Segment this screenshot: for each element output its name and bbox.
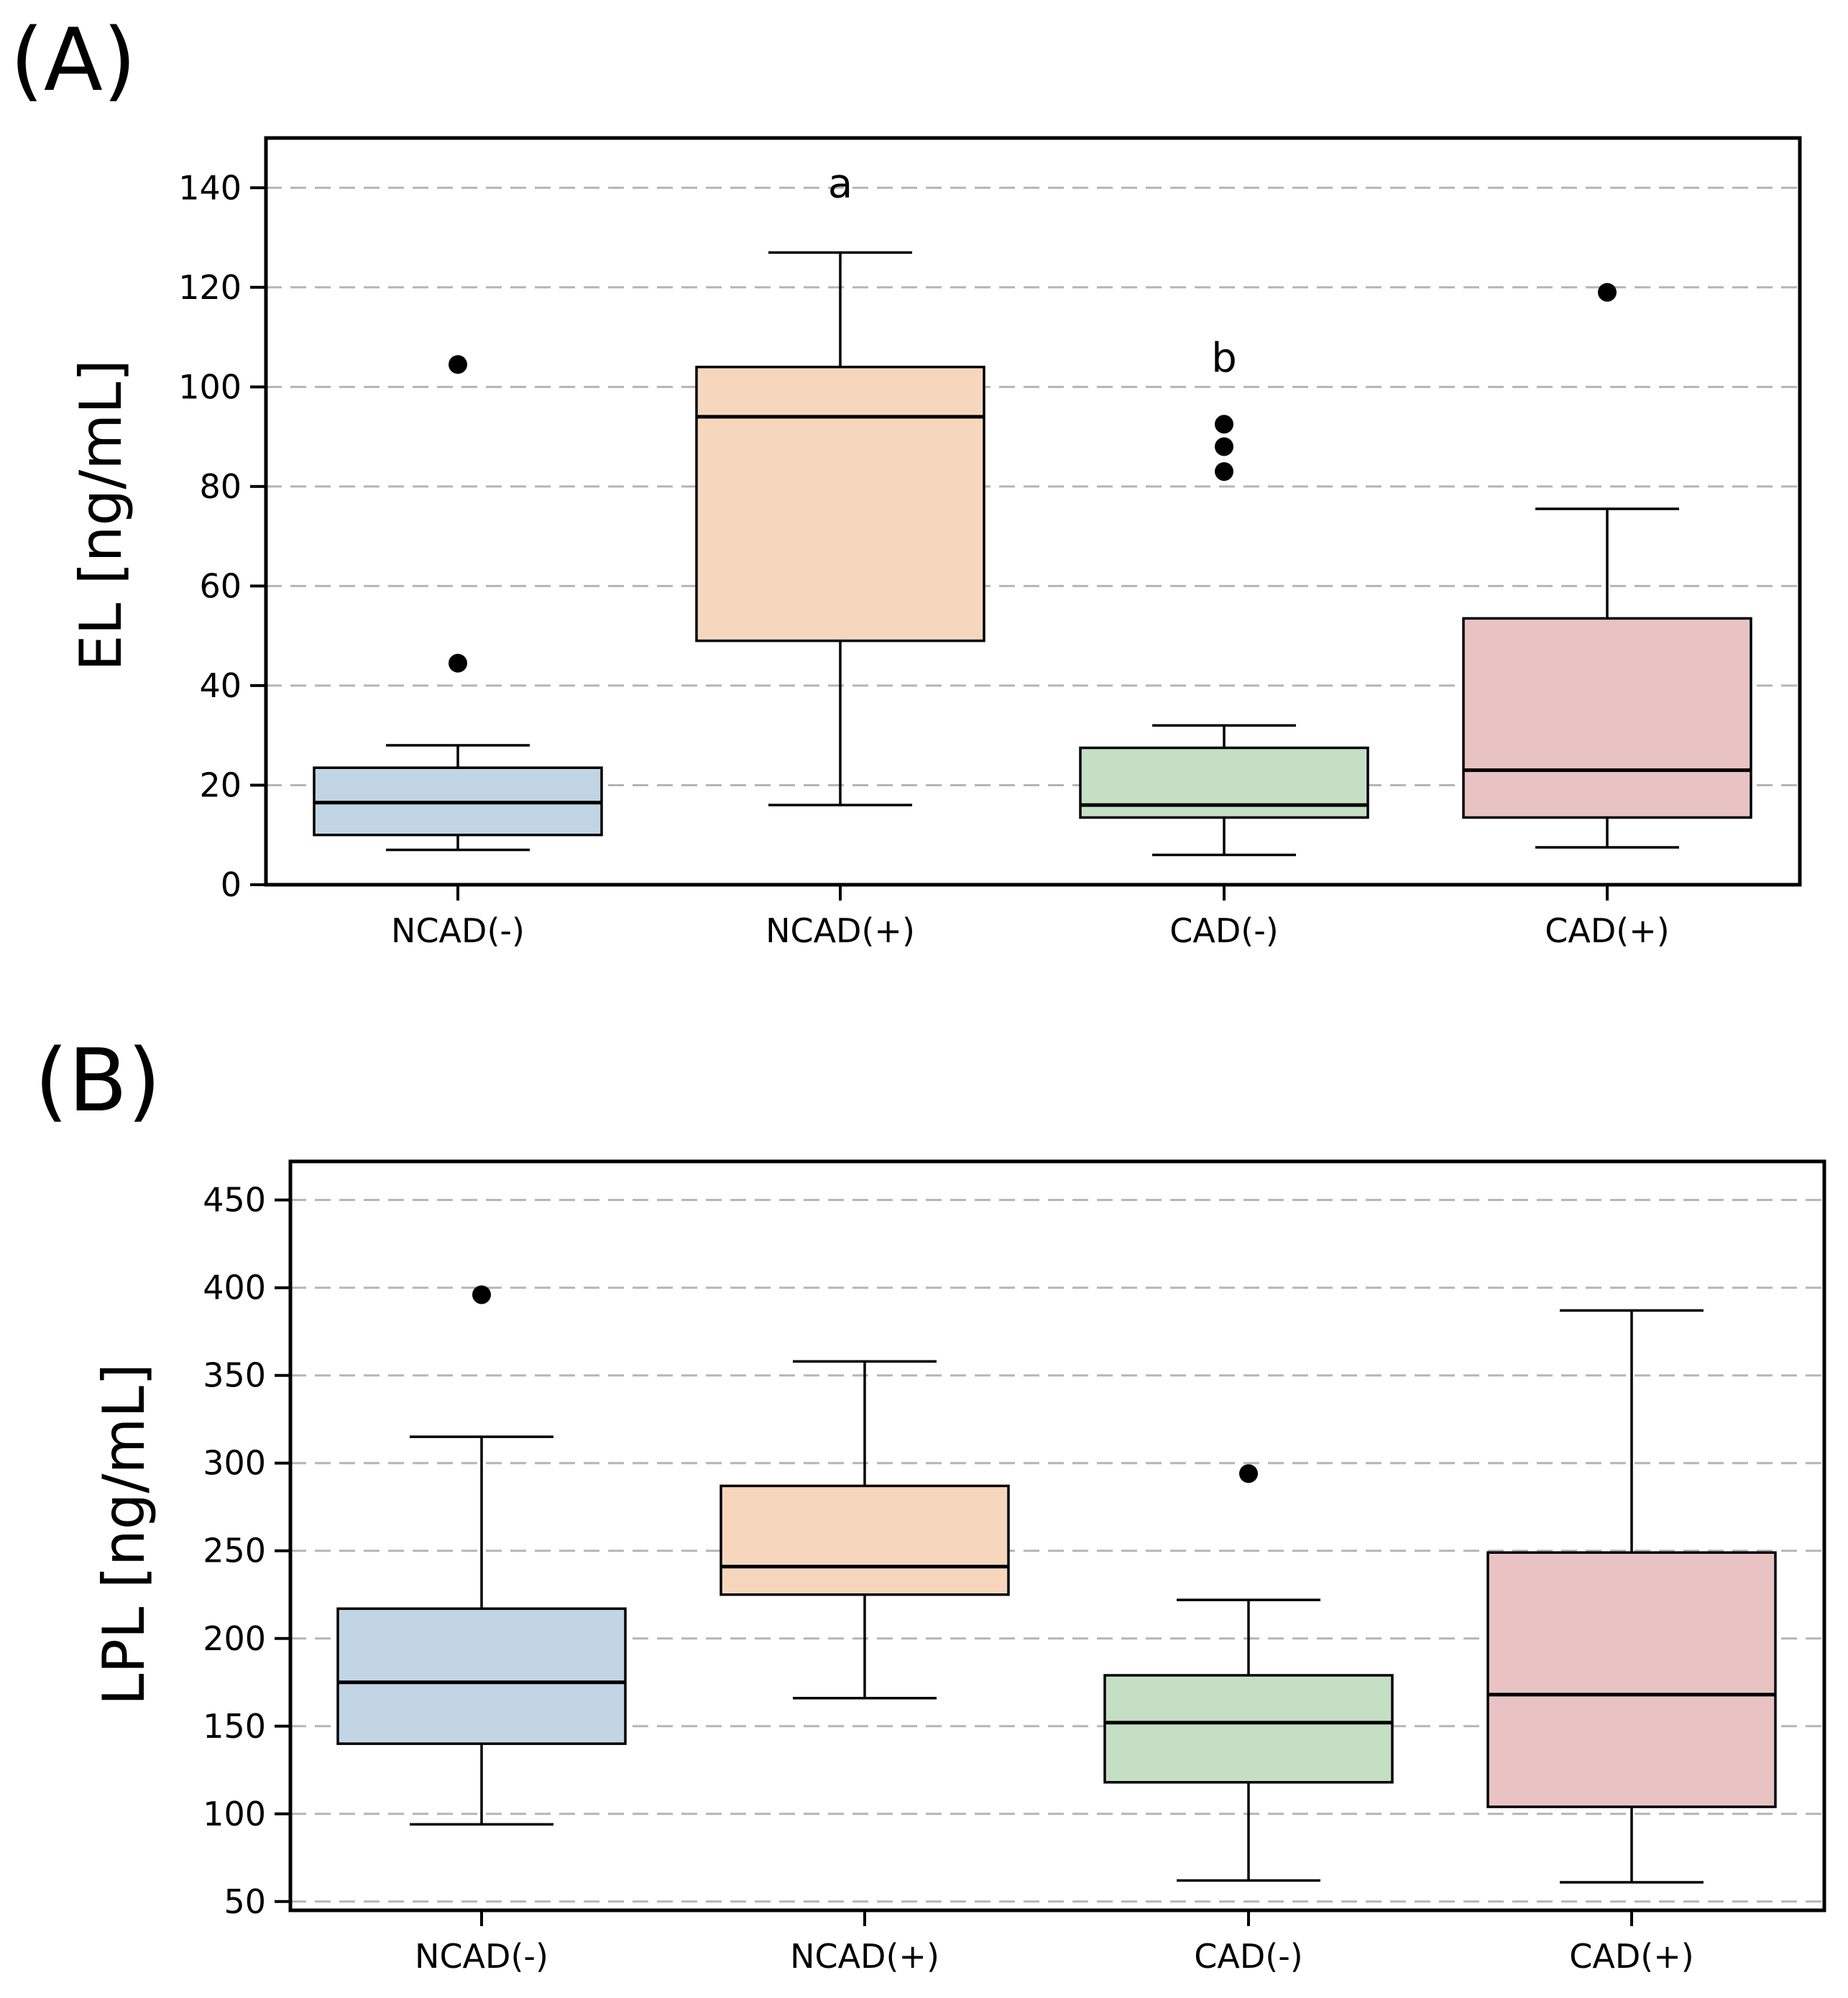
box-CAD(-) — [1079, 415, 1369, 857]
y-tick-label: 20 — [199, 765, 242, 804]
panel-b-y-axis-label: LPL [ng/mL] — [91, 1363, 157, 1705]
y-tick-label: 450 — [203, 1181, 266, 1220]
x-tick-label: NCAD(+) — [790, 1937, 939, 1976]
y-tick-label: 250 — [203, 1532, 266, 1570]
panel-b-boxes — [336, 1285, 1777, 1884]
x-tick-label: CAD(+) — [1569, 1937, 1693, 1976]
panel-b-y-axis: 50 100 150 200 250 300 350 400 450 — [203, 1181, 290, 1921]
y-tick-label: 400 — [203, 1269, 266, 1307]
x-tick-label: NCAD(-) — [415, 1937, 548, 1976]
y-tick-label: 100 — [203, 1795, 266, 1833]
outlier-point — [1598, 282, 1617, 302]
iqr-box — [1103, 1674, 1394, 1784]
iqr-box — [695, 365, 985, 643]
y-tick-label: 50 — [224, 1882, 266, 1921]
panel-a-x-axis: NCAD(-) NCAD(+) CAD(-) CAD(+) — [391, 885, 1670, 950]
outlier-point — [1215, 415, 1233, 434]
box-CAD(-) — [1103, 1464, 1394, 1882]
panel-a-annotations: ab — [828, 160, 1237, 381]
box-CAD(+) — [1486, 1309, 1777, 1884]
y-tick-label: 0 — [221, 865, 242, 904]
outlier-point — [1239, 1464, 1258, 1483]
y-tick-label: 60 — [199, 566, 242, 605]
panel-a-frame — [264, 136, 1802, 887]
y-tick-label: 200 — [203, 1619, 266, 1658]
box-NCAD(+) — [695, 251, 985, 806]
annotation-b: b — [1211, 335, 1237, 382]
x-tick-label: CAD(+) — [1545, 911, 1669, 950]
iqr-box — [1462, 617, 1752, 819]
panel-b: (B) LPL [ng/mL] 50 100 150 200 250 300 350 400 4… — [35, 1031, 1826, 1976]
panel-a-y-axis-label: EL [ng/mL] — [68, 359, 134, 671]
y-tick-label: 120 — [178, 268, 242, 307]
y-tick-label: 140 — [178, 168, 242, 207]
outlier-point — [1215, 437, 1233, 456]
panel-a-boxes — [313, 251, 1752, 857]
outlier-point — [1215, 462, 1233, 482]
box-NCAD(+) — [720, 1360, 1010, 1700]
x-tick-label: NCAD(+) — [766, 911, 915, 950]
x-tick-label: CAD(-) — [1194, 1937, 1303, 1976]
x-tick-label: CAD(-) — [1169, 911, 1279, 950]
y-tick-label: 40 — [199, 666, 242, 705]
y-tick-label: 80 — [199, 467, 242, 506]
panel-b-frame — [288, 1159, 1826, 1912]
iqr-box — [1486, 1551, 1777, 1808]
panel-b-label: (B) — [35, 1031, 161, 1131]
y-tick-label: 100 — [178, 367, 242, 406]
box-CAD(+) — [1462, 282, 1752, 849]
panel-b-x-axis: NCAD(-) NCAD(+) CAD(-) CAD(+) — [415, 1910, 1694, 1976]
box-NCAD(-) — [313, 355, 603, 852]
box-NCAD(-) — [336, 1285, 627, 1826]
outlier-point — [472, 1285, 491, 1304]
x-tick-label: NCAD(-) — [391, 911, 525, 950]
y-tick-label: 350 — [203, 1356, 266, 1395]
outlier-point — [449, 355, 467, 374]
panel-a-y-axis: 0 20 40 60 80 100 120 140 — [178, 168, 266, 904]
iqr-box — [1079, 746, 1369, 819]
y-tick-label: 150 — [203, 1707, 266, 1746]
outlier-point — [449, 653, 467, 673]
iqr-box — [336, 1607, 627, 1745]
iqr-box — [720, 1484, 1010, 1596]
annotation-a: a — [828, 160, 852, 207]
panel-a-label: (A) — [10, 11, 137, 111]
y-tick-label: 300 — [203, 1444, 266, 1483]
